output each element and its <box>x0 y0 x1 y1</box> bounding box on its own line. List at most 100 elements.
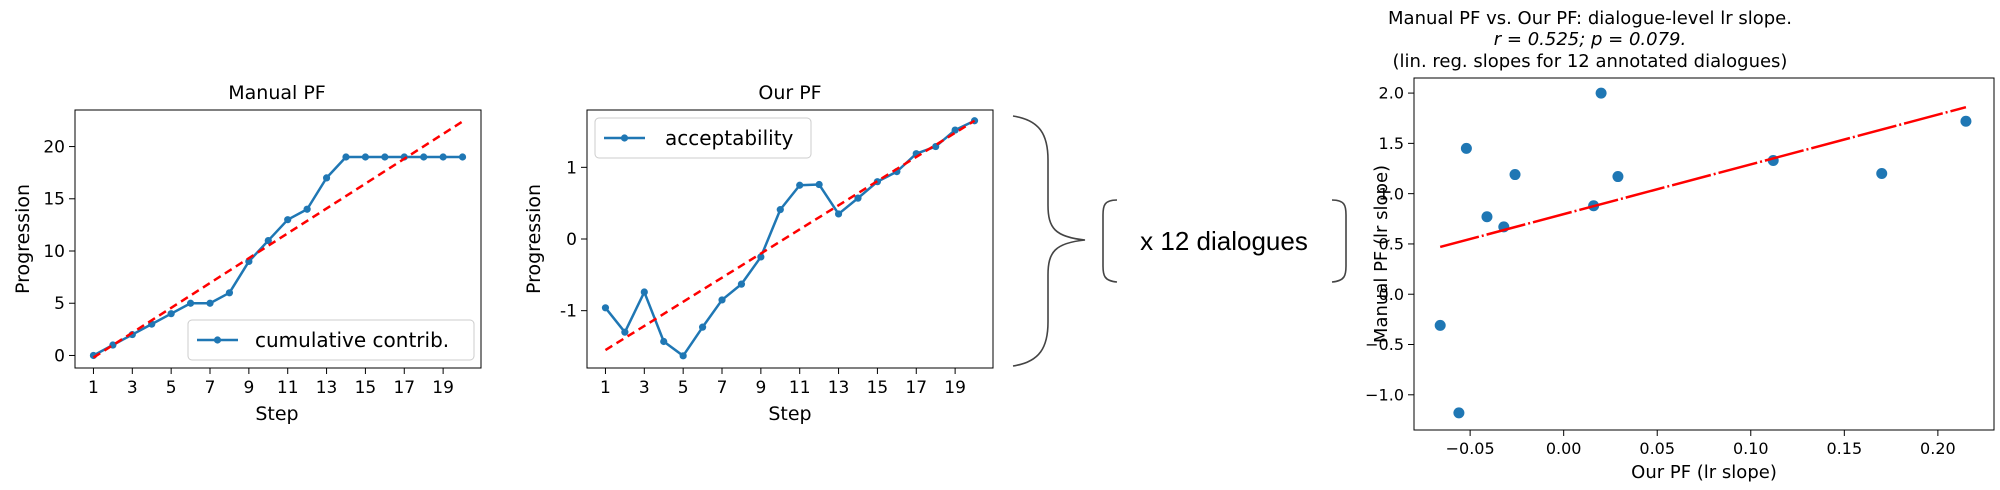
x-tick-label: 13 <box>316 378 338 398</box>
series-layer <box>601 117 979 360</box>
chart-slope-scatter: Manual PF vs. Our PF: dialogue-level lr … <box>1365 8 1995 483</box>
y-axis-label: Progression <box>12 184 34 294</box>
data-point <box>1876 168 1888 180</box>
data-point <box>679 352 687 360</box>
y-tick-label: -1 <box>560 302 577 322</box>
legend: cumulative contrib. <box>187 319 475 361</box>
x-axis: 1 3 5 7 9 11 13 15 17 19 <box>600 368 966 398</box>
data-point <box>342 153 350 161</box>
data-point <box>854 194 862 202</box>
data-point <box>1595 87 1607 99</box>
regression-line <box>92 120 464 359</box>
legend-marker <box>213 336 222 344</box>
y-tick-label: −1.0 <box>1365 385 1404 404</box>
data-point <box>361 153 370 161</box>
y-tick-label: 0 <box>566 230 577 250</box>
x-tick-label: 7 <box>205 378 216 398</box>
legend-marker <box>620 134 629 142</box>
legend-label: acceptability <box>665 126 794 150</box>
data-point <box>1460 142 1472 154</box>
data-point <box>1612 171 1624 183</box>
x-tick-label: 0.10 <box>1733 439 1769 458</box>
y-tick-label: 0 <box>54 346 65 366</box>
legend-box <box>187 319 475 361</box>
x-axis: 1 3 5 7 9 11 13 15 17 19 <box>88 368 454 398</box>
data-point <box>1481 211 1493 223</box>
y-tick-label: −0.5 <box>1365 335 1404 354</box>
data-point <box>718 296 726 304</box>
data-point <box>640 288 648 296</box>
legend: acceptability <box>594 117 812 159</box>
data-point <box>1453 407 1465 419</box>
data-point <box>322 174 331 182</box>
data-point <box>834 210 843 218</box>
y-tick-label: 2.0 <box>1379 84 1404 103</box>
y-axis-label: Progression <box>523 184 545 294</box>
y-tick-label: 5 <box>54 294 65 314</box>
y-axis: −1.0 −0.5 0.0 0.5 1.0 1.5 2.0 <box>1365 84 1414 404</box>
data-point <box>737 280 746 288</box>
data-point <box>601 304 610 312</box>
legend-box <box>594 117 812 159</box>
x-tick-label: 17 <box>905 378 927 398</box>
x-tick-label: −0.05 <box>1446 439 1495 458</box>
regression-line <box>604 119 976 352</box>
plot-area <box>74 109 482 369</box>
chart-title: Manual PF <box>228 82 325 104</box>
curly-brace-icon <box>1012 115 1086 367</box>
data-point <box>796 181 804 189</box>
x-tick-label: 17 <box>393 378 415 398</box>
brace-connector: x 12 dialogues <box>1012 115 1347 367</box>
chart-title: Our PF <box>758 82 821 104</box>
x-tick-label: 13 <box>828 378 850 398</box>
data-point <box>815 180 823 189</box>
x-tick-label: 3 <box>639 378 650 398</box>
y-axis: 0 5 10 15 20 <box>43 138 75 366</box>
data-point <box>776 206 784 214</box>
y-axis: -1 0 1 <box>560 158 587 322</box>
x-tick-label: 15 <box>867 378 889 398</box>
x-tick-label: 3 <box>127 378 138 398</box>
series-layer <box>89 120 467 360</box>
y-tick-label: 0.0 <box>1379 285 1404 304</box>
x-tick-label: 11 <box>277 378 299 398</box>
data-point <box>206 299 214 307</box>
data-point <box>439 153 447 161</box>
data-point <box>621 328 629 336</box>
regression-line <box>1439 105 1967 249</box>
x-tick-label: 0.05 <box>1639 439 1675 458</box>
data-point <box>303 205 311 213</box>
x-tick-label: 1 <box>600 378 611 398</box>
x-tick-label: 7 <box>717 378 728 398</box>
x-tick-label: 0.00 <box>1546 439 1582 458</box>
chart-subtitle: (lin. reg. slopes for 12 annotated dialo… <box>1393 51 1788 72</box>
x-axis-label: Our PF (lr slope) <box>1631 462 1777 483</box>
y-tick-label: 15 <box>43 190 65 210</box>
data-point <box>757 253 765 261</box>
x-tick-label: 1 <box>88 378 99 398</box>
left-bracket-icon <box>1102 199 1118 283</box>
data-point <box>698 323 707 331</box>
x-axis-label: Step <box>255 403 298 425</box>
y-tick-label: 1.0 <box>1379 184 1404 203</box>
y-tick-label: 1 <box>566 158 577 178</box>
x-tick-label: 11 <box>789 378 811 398</box>
x-axis: −0.05 0.00 0.05 0.10 0.15 0.20 <box>1446 430 1956 458</box>
y-tick-label: 1.5 <box>1379 134 1404 153</box>
data-point <box>284 216 292 224</box>
data-point <box>167 310 175 318</box>
plot-area <box>1413 77 1995 431</box>
x-tick-label: 9 <box>755 378 766 398</box>
data-point <box>1509 169 1521 181</box>
right-bracket-icon <box>1331 199 1347 283</box>
x-tick-label: 5 <box>166 378 177 398</box>
x-axis-label: Step <box>768 403 811 425</box>
data-point <box>951 126 959 134</box>
data-point <box>420 153 428 161</box>
data-point <box>381 153 389 161</box>
data-point <box>186 299 195 307</box>
y-tick-label: 10 <box>43 242 65 262</box>
x-tick-label: 0.15 <box>1827 439 1863 458</box>
